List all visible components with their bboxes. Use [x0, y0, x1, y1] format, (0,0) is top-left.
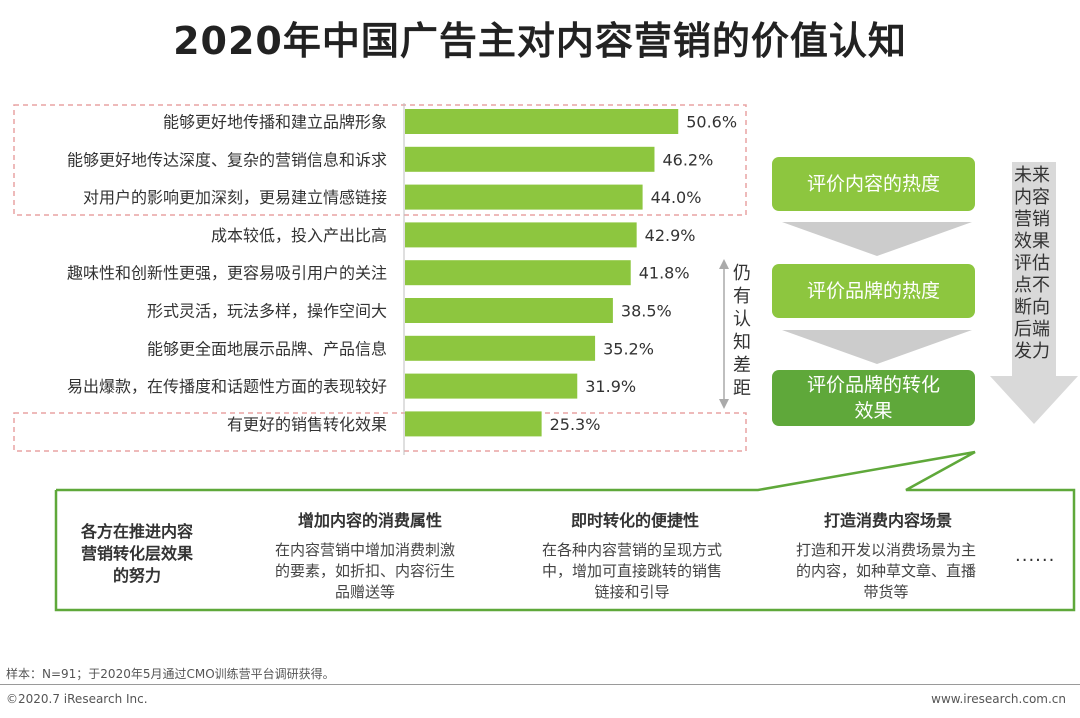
- column-body: 打造和开发以消费场景为主的内容，如种草文章、直播带货等: [796, 541, 977, 601]
- bar-value-label: 46.2%: [662, 150, 713, 169]
- category-label: 能够更全面地展示品牌、产品信息: [147, 339, 387, 358]
- chevron-down-arrow: [782, 222, 972, 256]
- highlight-box-bottom: [13, 412, 747, 452]
- gap-arrow-head-down: [719, 399, 729, 409]
- column-title: 增加内容的消费属性: [297, 511, 442, 530]
- gap-arrow-head-up: [719, 259, 729, 269]
- bar-value-label: 35.2%: [603, 339, 654, 358]
- column-body: 在内容营销中增加消费刺激的要素，如折扣、内容衍生品赠送等: [274, 541, 455, 601]
- footer-divider: [0, 684, 1080, 685]
- side-label: 未来内容营销效果评估点不断向后端发力: [1014, 165, 1050, 362]
- category-label: 成本较低，投入产出比高: [211, 226, 387, 245]
- flow-step-brand-heat: 评价品牌的热度: [772, 264, 975, 318]
- column-body: 在各种内容营销的呈现方式中，增加可直接跳转的销售链接和引导: [541, 541, 722, 601]
- bar: [405, 184, 643, 210]
- category-label: 能够更好地传播和建立品牌形象: [163, 113, 387, 132]
- bar-value-label: 38.5%: [621, 302, 672, 321]
- bar: [405, 222, 637, 248]
- callout-frame: [54, 450, 1076, 612]
- bar-value-label: 44.0%: [651, 188, 702, 207]
- bar: [405, 298, 613, 323]
- flow-step-brand-conversion: 评价品牌的转化效果: [772, 370, 975, 426]
- bar-value-label: 31.9%: [585, 377, 636, 396]
- bar-value-label: 25.3%: [550, 415, 601, 434]
- category-label: 形式灵活，玩法多样，操作空间大: [147, 302, 387, 321]
- bar: [405, 146, 655, 172]
- bar: [405, 411, 542, 437]
- column-title: 打造消费内容场景: [823, 511, 952, 530]
- flow-step-content-heat: 评价内容的热度: [772, 157, 975, 211]
- effort-label: 各方在推进内容营销转化层效果的努力: [80, 522, 193, 585]
- bar: [405, 109, 679, 134]
- bar: [405, 335, 596, 361]
- bar-chart: 能够更好地传播和建立品牌形象 50.6% 能够更好地传达深度、复杂的营销信息和诉求 4…: [13, 103, 747, 455]
- bar-value-label: 50.6%: [686, 113, 737, 132]
- site-url: www.iresearch.com.cn: [931, 692, 1066, 706]
- highlight-box-top: [13, 104, 747, 216]
- bar-value-label: 41.8%: [639, 264, 690, 283]
- copyright: ©2020.7 iResearch Inc.: [6, 692, 148, 706]
- bar-value-label: 42.9%: [645, 226, 696, 245]
- column-title: 即时转化的便捷性: [570, 511, 699, 530]
- sample-note: 样本：N=91；于2020年5月通过CMO训练营平台调研获得。: [6, 667, 335, 681]
- category-label: 有更好的销售转化效果: [227, 415, 387, 434]
- category-label: 对用户的影响更加深刻，更易建立情感链接: [83, 188, 387, 207]
- gap-label: 仍有认知差距: [733, 263, 751, 399]
- bar: [405, 260, 631, 286]
- bar: [405, 373, 578, 399]
- category-label: 能够更好地传达深度、复杂的营销信息和诉求: [67, 150, 387, 169]
- page-title: 2020年中国广告主对内容营销的价值认知: [173, 19, 907, 63]
- down-arrow-icon: [990, 162, 1078, 424]
- more-ellipsis: ......: [1015, 545, 1056, 566]
- chevron-down-arrow: [782, 330, 972, 364]
- category-label: 趣味性和创新性更强，更容易吸引用户的关注: [67, 264, 387, 283]
- category-label: 易出爆款，在传播度和话题性方面的表现较好: [67, 377, 387, 396]
